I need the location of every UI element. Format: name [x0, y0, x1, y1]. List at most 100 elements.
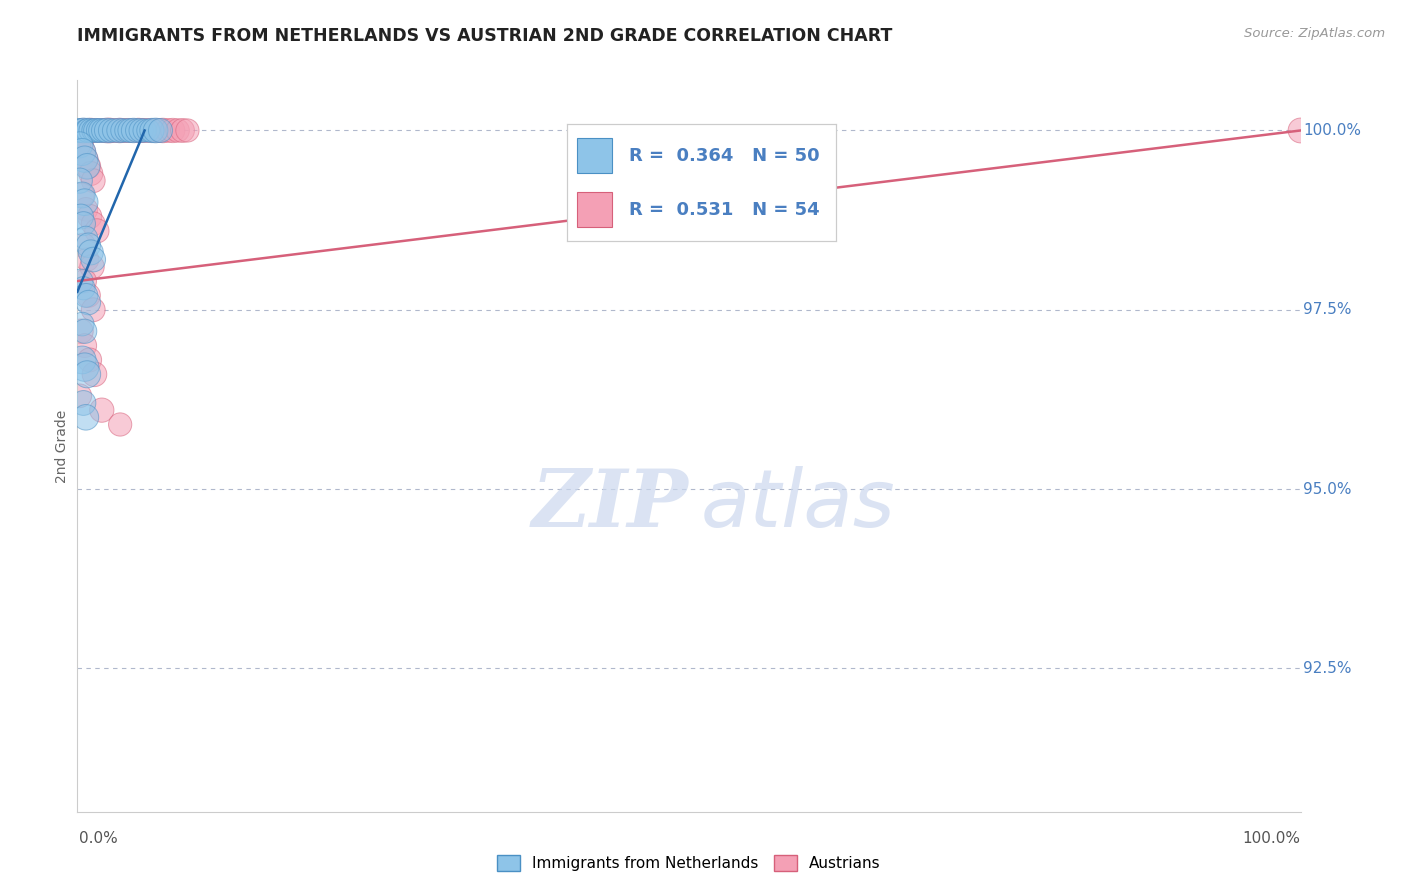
Text: 97.5%: 97.5%: [1303, 302, 1351, 318]
Text: Source: ZipAtlas.com: Source: ZipAtlas.com: [1244, 27, 1385, 40]
Point: [112, 123, 135, 137]
Point: [70, 324, 93, 338]
Point: [80, 260, 103, 274]
Point: [131, 123, 153, 137]
Point: [117, 123, 139, 137]
Point: [120, 123, 142, 137]
Point: [91, 123, 114, 137]
Legend: Immigrants from Netherlands, Austrians: Immigrants from Netherlands, Austrians: [491, 849, 887, 877]
Point: [75, 202, 97, 217]
Point: [79, 210, 101, 224]
Point: [152, 123, 174, 137]
Point: [72, 123, 94, 137]
Point: [70, 353, 93, 368]
Point: [134, 123, 156, 137]
Point: [176, 123, 198, 137]
Point: [124, 123, 146, 137]
Point: [129, 123, 152, 137]
Point: [135, 123, 157, 137]
Point: [77, 288, 100, 302]
Point: [122, 123, 145, 137]
Point: [108, 417, 131, 432]
Point: [72, 217, 94, 231]
Point: [90, 123, 112, 137]
Point: [77, 159, 100, 173]
Point: [69, 389, 91, 403]
Point: [162, 123, 184, 137]
Point: [87, 123, 110, 137]
Point: [82, 302, 104, 317]
Point: [73, 152, 96, 166]
Point: [73, 195, 96, 210]
Point: [83, 123, 105, 137]
Point: [70, 188, 93, 202]
Point: [105, 123, 128, 137]
Point: [136, 123, 159, 137]
Point: [80, 167, 103, 181]
Point: [149, 123, 172, 137]
Point: [75, 231, 97, 245]
Point: [72, 145, 94, 159]
Point: [72, 238, 94, 252]
Point: [118, 123, 141, 137]
Point: [67, 123, 90, 137]
Point: [69, 137, 91, 152]
Text: 0.0%: 0.0%: [79, 831, 118, 846]
Point: [75, 152, 97, 166]
Point: [145, 123, 167, 137]
Point: [80, 123, 103, 137]
Point: [72, 123, 94, 137]
Point: [69, 174, 91, 188]
Point: [72, 396, 94, 410]
Point: [76, 159, 98, 173]
Point: [115, 123, 138, 137]
Point: [67, 137, 90, 152]
Point: [73, 274, 96, 288]
Point: [73, 360, 96, 375]
Point: [87, 123, 110, 137]
Point: [70, 137, 93, 152]
Text: 95.0%: 95.0%: [1303, 482, 1351, 497]
Text: atlas: atlas: [702, 466, 896, 543]
Point: [108, 123, 131, 137]
Point: [82, 123, 104, 137]
Point: [70, 123, 93, 137]
Text: 100.0%: 100.0%: [1243, 831, 1301, 846]
Text: 92.5%: 92.5%: [1303, 661, 1351, 676]
Point: [70, 188, 93, 202]
Y-axis label: 2nd Grade: 2nd Grade: [55, 409, 69, 483]
Point: [73, 324, 96, 338]
Point: [80, 245, 103, 260]
Point: [111, 123, 134, 137]
Point: [70, 274, 93, 288]
Point: [73, 338, 96, 352]
Point: [90, 123, 112, 137]
Point: [127, 123, 149, 137]
Point: [138, 123, 160, 137]
Point: [82, 174, 104, 188]
Point: [70, 145, 93, 159]
Text: ZIP: ZIP: [531, 466, 689, 543]
Text: IMMIGRANTS FROM NETHERLANDS VS AUSTRIAN 2ND GRADE CORRELATION CHART: IMMIGRANTS FROM NETHERLANDS VS AUSTRIAN …: [77, 27, 893, 45]
Point: [75, 123, 97, 137]
Point: [1289, 123, 1312, 137]
Point: [80, 123, 103, 137]
Point: [82, 217, 104, 231]
Point: [82, 252, 104, 267]
Point: [75, 410, 97, 425]
Point: [146, 123, 169, 137]
Point: [166, 123, 188, 137]
Point: [76, 368, 98, 382]
Point: [76, 123, 98, 137]
Text: 100.0%: 100.0%: [1303, 123, 1361, 138]
Point: [79, 353, 101, 368]
Point: [108, 123, 131, 137]
Point: [141, 123, 163, 137]
Point: [103, 123, 125, 137]
Point: [156, 123, 179, 137]
Point: [72, 281, 94, 295]
Point: [101, 123, 124, 137]
Point: [98, 123, 121, 137]
Point: [96, 123, 118, 137]
Point: [90, 403, 112, 417]
